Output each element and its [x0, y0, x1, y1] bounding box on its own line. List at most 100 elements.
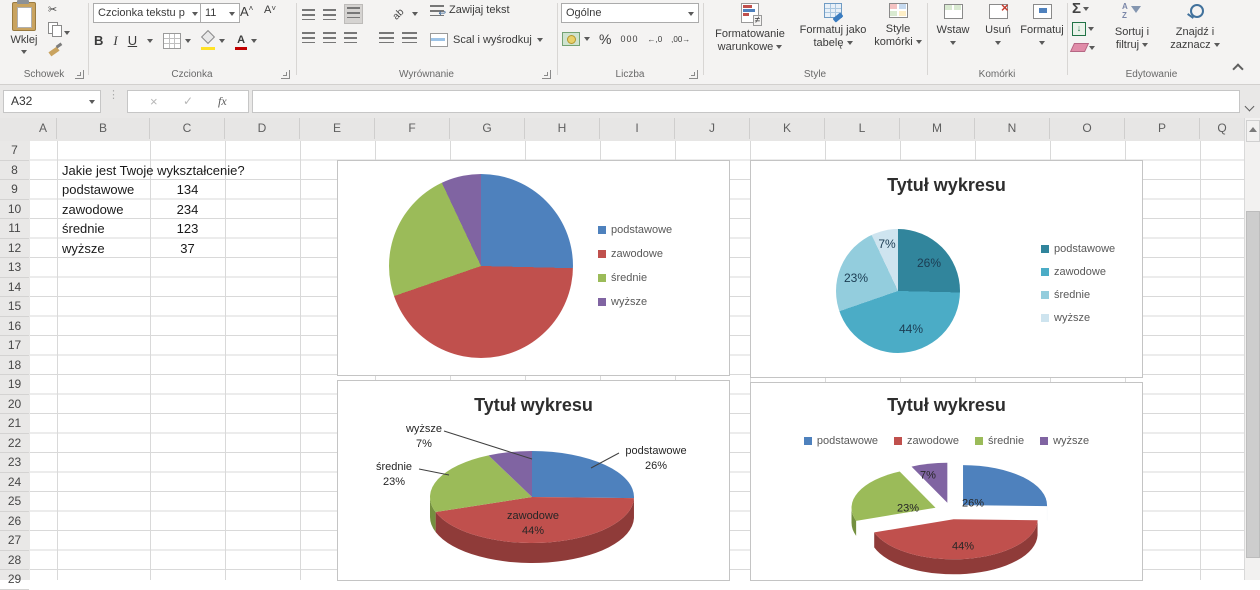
formula-bar-handle[interactable]: ⋮	[108, 89, 119, 101]
column-header-K[interactable]: K	[750, 118, 825, 139]
wrap-text-button[interactable]: Zawijaj tekst	[430, 4, 510, 19]
font-dialog-launcher-icon[interactable]	[281, 70, 290, 79]
row-header-14[interactable]: 14	[0, 278, 29, 297]
column-header-P[interactable]: P	[1125, 118, 1200, 139]
row-header-25[interactable]: 25	[0, 492, 29, 512]
align-middle-icon[interactable]	[323, 8, 336, 20]
row-header-12[interactable]: 12	[0, 239, 29, 258]
row-header-26[interactable]: 26	[0, 512, 29, 531]
row-header-11[interactable]: 11	[0, 219, 29, 239]
grow-font-button[interactable]: A˄	[240, 4, 254, 19]
formula-input[interactable]	[252, 90, 1240, 113]
column-header-H[interactable]: H	[525, 118, 600, 139]
row-header-22[interactable]: 22	[0, 434, 29, 453]
cell-c12-value[interactable]: 37	[180, 240, 195, 256]
column-header-G[interactable]: G	[450, 118, 525, 139]
legend-item[interactable]: zawodowe	[1041, 266, 1115, 278]
cell-b8-question[interactable]: Jakie jest Twoje wykształcenie?	[62, 162, 245, 178]
italic-button[interactable]: I	[113, 32, 118, 48]
number-dialog-launcher-icon[interactable]	[689, 70, 698, 79]
alignment-dialog-launcher-icon[interactable]	[542, 70, 551, 79]
autosum-button[interactable]: Σ	[1072, 1, 1090, 16]
borders-dropdown-arrow-icon[interactable]	[185, 38, 192, 43]
legend-item[interactable]: średnie	[975, 435, 1024, 447]
paste-button[interactable]: Wklej	[6, 0, 42, 58]
cell-c9-value[interactable]: 134	[176, 182, 199, 197]
legend-item[interactable]: podstawowe	[598, 224, 672, 236]
shrink-font-button[interactable]: A˅	[264, 4, 277, 16]
align-bottom-button[interactable]	[344, 4, 363, 24]
name-box[interactable]: A32	[3, 90, 101, 113]
find-select-button[interactable]: Znajdź i zaznacz	[1163, 0, 1227, 78]
borders-icon[interactable]	[163, 32, 182, 49]
cut-button[interactable]: ✂	[48, 3, 57, 16]
delete-cells-button[interactable]: × Usuń	[977, 0, 1019, 78]
insert-function-icon[interactable]: fx	[218, 94, 227, 108]
legend-item[interactable]: wyższe	[598, 296, 672, 308]
align-center-icon[interactable]	[323, 32, 336, 43]
row-header-8[interactable]: 8	[0, 161, 29, 180]
conditional-formatting-button[interactable]: ≠ Formatowanie warunkowe	[706, 0, 794, 78]
percent-style-button[interactable]: %	[599, 31, 612, 47]
column-header-I[interactable]: I	[600, 118, 675, 139]
expand-formula-bar-button[interactable]	[1244, 97, 1255, 115]
cell-c10-value[interactable]: 234	[176, 201, 199, 217]
fill-color-dropdown-arrow-icon[interactable]	[219, 38, 226, 43]
legend-item[interactable]: podstawowe	[803, 435, 878, 447]
column-header-J[interactable]: J	[675, 118, 750, 139]
column-header-L[interactable]: L	[825, 118, 900, 139]
cell-b12-label[interactable]: wyższe	[62, 240, 105, 256]
row-header-27[interactable]: 27	[0, 531, 29, 551]
column-header-D[interactable]: D	[225, 118, 300, 139]
cell-b9-label[interactable]: podstawowe	[62, 182, 135, 197]
column-header-B[interactable]: B	[57, 118, 150, 139]
row-header-9[interactable]: 9	[0, 180, 29, 200]
clipboard-dialog-launcher-icon[interactable]	[75, 70, 84, 79]
fill-color-button[interactable]	[201, 31, 216, 50]
format-cells-button[interactable]: Formatuj	[1019, 0, 1065, 78]
row-header-20[interactable]: 20	[0, 395, 29, 414]
collapse-ribbon-button[interactable]	[1232, 63, 1244, 76]
column-header-E[interactable]: E	[300, 118, 375, 139]
bold-button[interactable]: B	[94, 33, 104, 48]
column-header-Q[interactable]: Q	[1200, 118, 1245, 139]
fill-button[interactable]: ↓	[1072, 22, 1094, 36]
scrollbar-thumb[interactable]	[1246, 211, 1260, 558]
row-header-28[interactable]: 28	[0, 551, 29, 570]
enter-icon[interactable]: ✓	[183, 94, 194, 108]
legend-item[interactable]: zawodowe	[894, 435, 959, 447]
cancel-icon[interactable]: ×	[150, 94, 158, 109]
accounting-format-icon[interactable]	[562, 32, 580, 46]
chart-pie-3d[interactable]: Tytuł wykresu wyższe 7% średnie 23% podsta…	[337, 380, 730, 581]
legend-item[interactable]: średnie	[1041, 289, 1115, 301]
row-header-13[interactable]: 13	[0, 258, 29, 278]
row-header-16[interactable]: 16	[0, 317, 29, 336]
format-as-table-button[interactable]: Formatuj jako tabelę	[796, 0, 870, 78]
font-color-button[interactable]: A	[235, 31, 248, 50]
comma-style-button[interactable]: 000	[620, 34, 639, 44]
vertical-scrollbar[interactable]	[1244, 118, 1260, 580]
legend-item[interactable]: wyższe	[1040, 435, 1089, 447]
increase-decimal-button[interactable]: ←,0	[647, 34, 663, 44]
column-header-N[interactable]: N	[975, 118, 1050, 139]
legend-item[interactable]: średnie	[598, 272, 672, 284]
scroll-up-button[interactable]	[1246, 120, 1260, 142]
format-painter-button[interactable]	[48, 42, 62, 59]
row-header-24[interactable]: 24	[0, 473, 29, 492]
cell-b10-label[interactable]: zawodowe	[62, 201, 124, 217]
underline-dropdown-arrow-icon[interactable]	[147, 38, 154, 43]
font-size-combo[interactable]: 11	[200, 3, 240, 23]
align-right-icon[interactable]	[344, 32, 357, 43]
cell-styles-button[interactable]: Style komórki	[872, 0, 924, 78]
legend-item[interactable]: zawodowe	[598, 248, 672, 260]
accounting-dropdown-arrow-icon[interactable]	[584, 37, 590, 41]
underline-button[interactable]: U	[127, 33, 138, 48]
column-header-C[interactable]: C	[150, 118, 225, 139]
decrease-decimal-button[interactable]: ,00→	[671, 34, 691, 44]
column-header-A[interactable]: A	[30, 118, 57, 139]
chart-pie-monochrome[interactable]: Tytuł wykresu 26% 44% 23% 7% podstawowe …	[750, 160, 1143, 378]
chart-pie-3d-exploded[interactable]: Tytuł wykresu podstawowe zawodowe średni…	[750, 382, 1143, 581]
row-header-18[interactable]: 18	[0, 356, 29, 375]
copy-button[interactable]	[48, 22, 70, 39]
